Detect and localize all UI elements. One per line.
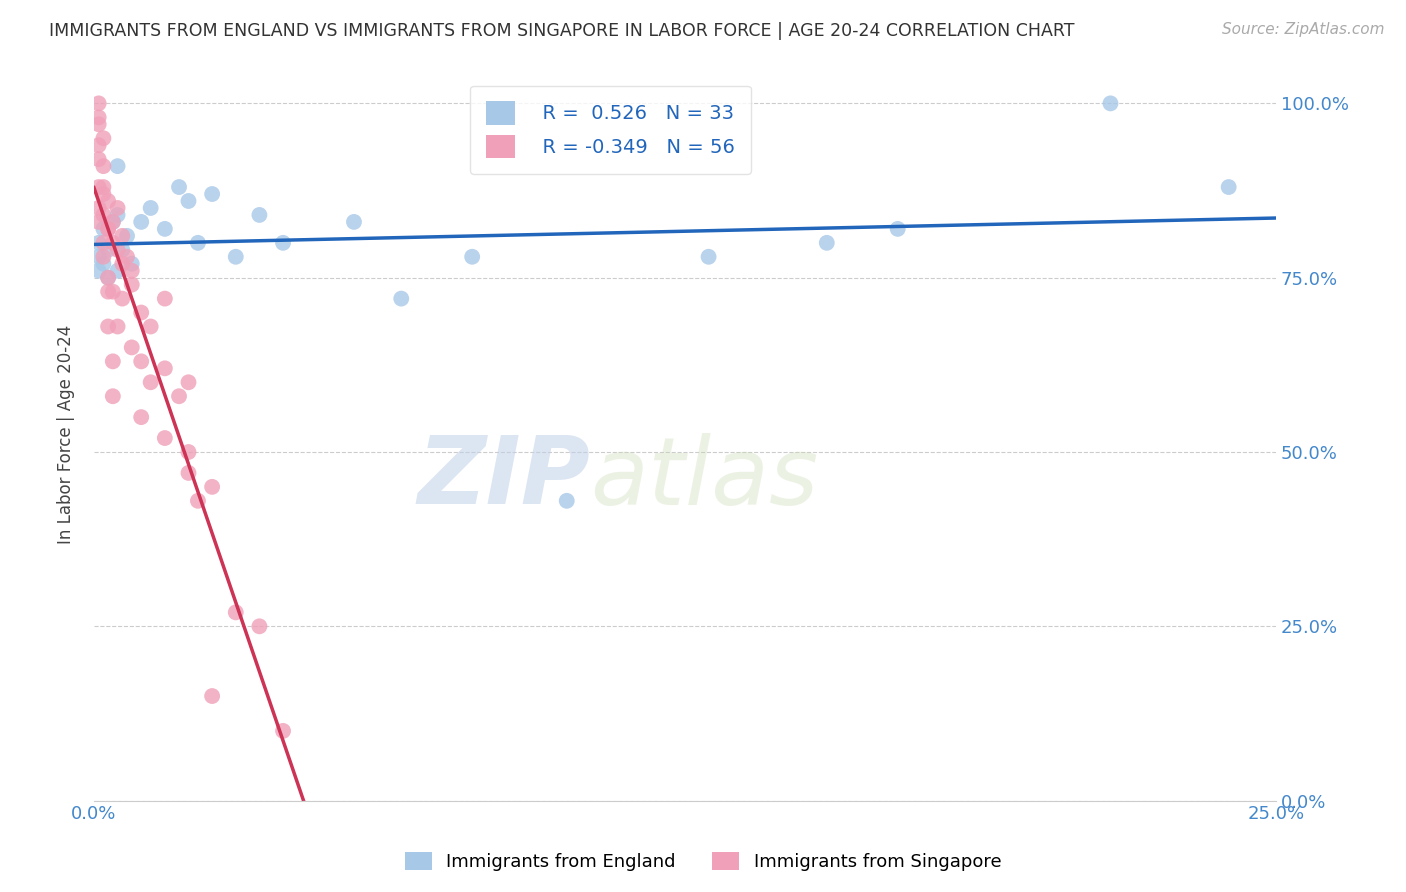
Point — [87, 180, 110, 194]
Point — [1099, 96, 1122, 111]
Point — [107, 159, 129, 173]
Point — [129, 305, 152, 319]
Point — [111, 257, 134, 271]
Point — [121, 277, 143, 292]
Point — [101, 215, 124, 229]
Point — [187, 493, 209, 508]
Point — [271, 723, 294, 738]
Point — [177, 445, 200, 459]
Legend: Immigrants from England, Immigrants from Singapore: Immigrants from England, Immigrants from… — [398, 845, 1008, 879]
Point — [225, 606, 247, 620]
Point — [153, 292, 176, 306]
Point — [101, 235, 124, 250]
Point — [93, 187, 115, 202]
Point — [87, 117, 110, 131]
Point — [93, 222, 115, 236]
Point — [153, 431, 176, 445]
Point — [107, 319, 129, 334]
Point — [97, 243, 120, 257]
Point — [97, 222, 120, 236]
Point — [87, 152, 110, 166]
Point — [129, 354, 152, 368]
Text: atlas: atlas — [591, 433, 818, 524]
Legend:   R =  0.526   N = 33,   R = -0.349   N = 56: R = 0.526 N = 33, R = -0.349 N = 56 — [470, 86, 751, 174]
Point — [121, 263, 143, 277]
Point — [93, 235, 115, 250]
Point — [121, 340, 143, 354]
Point — [249, 208, 271, 222]
Y-axis label: In Labor Force | Age 20-24: In Labor Force | Age 20-24 — [58, 325, 75, 544]
Point — [886, 222, 908, 236]
Point — [87, 201, 110, 215]
Point — [201, 480, 224, 494]
Point — [107, 243, 129, 257]
Point — [97, 270, 120, 285]
Point — [201, 689, 224, 703]
Point — [87, 215, 110, 229]
Point — [815, 235, 838, 250]
Point — [697, 250, 720, 264]
Point — [87, 111, 110, 125]
Point — [461, 250, 484, 264]
Point — [201, 187, 224, 202]
Point — [177, 194, 200, 208]
Point — [93, 131, 115, 145]
Point — [153, 222, 176, 236]
Point — [101, 389, 124, 403]
Point — [87, 96, 110, 111]
Point — [121, 257, 143, 271]
Point — [93, 180, 115, 194]
Point — [271, 235, 294, 250]
Point — [101, 215, 124, 229]
Point — [107, 201, 129, 215]
Point — [187, 235, 209, 250]
Point — [97, 285, 120, 299]
Point — [101, 285, 124, 299]
Point — [555, 493, 578, 508]
Point — [97, 222, 120, 236]
Point — [111, 292, 134, 306]
Text: Source: ZipAtlas.com: Source: ZipAtlas.com — [1222, 22, 1385, 37]
Point — [177, 376, 200, 390]
Point — [225, 250, 247, 264]
Point — [93, 250, 115, 264]
Point — [93, 208, 115, 222]
Point — [97, 319, 120, 334]
Point — [87, 138, 110, 153]
Point — [107, 263, 129, 277]
Point — [93, 159, 115, 173]
Point — [129, 410, 152, 425]
Point — [139, 201, 162, 215]
Point — [153, 361, 176, 376]
Point — [87, 250, 110, 264]
Point — [129, 215, 152, 229]
Text: ZIP: ZIP — [418, 433, 591, 524]
Point — [167, 180, 190, 194]
Point — [107, 208, 129, 222]
Point — [167, 389, 190, 403]
Point — [249, 619, 271, 633]
Point — [1218, 180, 1240, 194]
Point — [343, 215, 366, 229]
Point — [87, 263, 110, 277]
Point — [389, 292, 412, 306]
Point — [97, 194, 120, 208]
Point — [139, 376, 162, 390]
Text: IMMIGRANTS FROM ENGLAND VS IMMIGRANTS FROM SINGAPORE IN LABOR FORCE | AGE 20-24 : IMMIGRANTS FROM ENGLAND VS IMMIGRANTS FR… — [49, 22, 1074, 40]
Point — [111, 243, 134, 257]
Point — [93, 257, 115, 271]
Point — [139, 319, 162, 334]
Point — [177, 466, 200, 480]
Point — [87, 235, 110, 250]
Point — [115, 250, 138, 264]
Point — [97, 270, 120, 285]
Point — [115, 228, 138, 243]
Point — [111, 228, 134, 243]
Point — [101, 354, 124, 368]
